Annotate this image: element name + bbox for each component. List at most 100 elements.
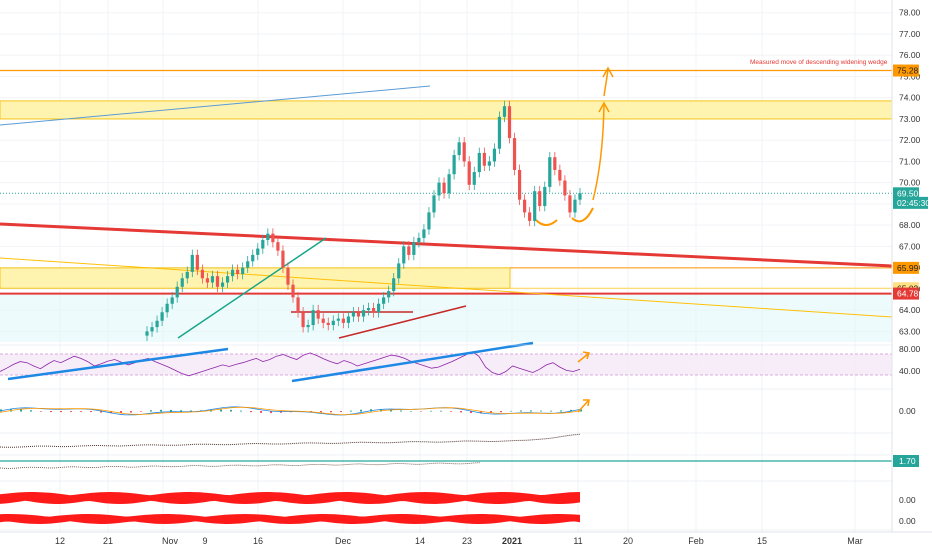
indicator-badge-label: 1.70 — [899, 456, 916, 466]
measured-move-annotation: Measured move of descending widening wed… — [750, 59, 888, 66]
date-tick-label: Nov — [162, 536, 179, 546]
candle-body — [145, 331, 149, 336]
rsi-trendline-1[interactable] — [7, 347, 229, 381]
long-trendline[interactable] — [0, 85, 431, 126]
projection-arrow-2-head[interactable] — [602, 66, 614, 78]
macd-histogram-bar — [520, 410, 522, 412]
trendlines[interactable] — [0, 66, 893, 339]
price-tick-label: 73.00 — [899, 114, 921, 124]
date-tick-label: 20 — [623, 536, 633, 546]
macd-histogram-bar — [320, 411, 322, 413]
macd-histogram-bar — [420, 411, 422, 412]
price-axis[interactable]: 78.0077.0076.0075.0074.0073.0072.0071.00… — [891, 0, 930, 532]
candle-body — [175, 286, 179, 298]
candle-body — [261, 240, 265, 249]
candle-body — [296, 297, 300, 313]
double-bottom-right[interactable] — [571, 207, 594, 223]
candle-body — [397, 263, 401, 279]
price-badge-label-last-price: 69.50 — [897, 188, 919, 198]
time-axis[interactable]: 12 21 Nov 9 16 Dec 14 23 2021 11 20 Feb 15 Mar — [0, 531, 932, 546]
oscillator-ribbon-1 — [0, 492, 580, 504]
candle-body — [558, 169, 562, 181]
candle-body — [492, 148, 497, 162]
macd-histogram-bar — [390, 409, 392, 412]
adx-line — [0, 433, 581, 448]
candle-body — [482, 152, 486, 166]
macd-histogram-bar — [250, 411, 252, 413]
price-tick-label: 70.00 — [899, 178, 921, 188]
candle-body — [402, 246, 406, 264]
green-trendline[interactable] — [177, 237, 327, 339]
candle-body — [326, 322, 330, 326]
price-tick-label: 72.00 — [899, 135, 921, 145]
macd-up-arrow[interactable] — [577, 399, 590, 413]
price-tick-label: 67.00 — [899, 241, 921, 251]
candle-body — [160, 312, 164, 321]
candle-body — [472, 172, 476, 185]
candle-body — [205, 278, 210, 283]
candle-body — [271, 233, 275, 243]
candle-body — [407, 246, 411, 255]
date-tick-label: 11 — [573, 536, 582, 546]
price-tick-label: 63.00 — [899, 326, 921, 336]
candle-body — [220, 282, 225, 287]
macd-histogram-bar — [50, 411, 52, 413]
candle-body — [150, 327, 154, 332]
macd-histogram-bar — [330, 411, 332, 413]
candle-body — [316, 310, 320, 319]
flag-bottom-line[interactable] — [338, 305, 467, 339]
lower-wedge-line[interactable] — [0, 257, 893, 318]
candle-body — [321, 318, 325, 323]
macd-histogram-bar — [450, 411, 452, 412]
macd-histogram-bar — [570, 409, 572, 412]
candle-body — [382, 297, 386, 304]
price-badge-zone-top — [893, 261, 919, 274]
candle-body — [276, 242, 280, 251]
candle-body — [437, 182, 441, 196]
candle-body — [246, 261, 250, 268]
date-tick-label: 23 — [462, 536, 472, 546]
date-tick-label: 21 — [103, 536, 113, 546]
candle-body — [452, 155, 456, 175]
macd-histogram-bar — [20, 409, 22, 412]
price-badge-label-target: 75.28 — [897, 66, 919, 76]
candle-body — [573, 199, 577, 213]
macd-histogram-bar — [430, 410, 432, 412]
macd-histogram-bar — [380, 409, 382, 412]
candle-body — [563, 180, 567, 196]
candle-body — [356, 312, 361, 317]
candle-body — [256, 248, 260, 255]
macd-histogram-bar — [360, 409, 362, 412]
candle-body — [523, 199, 527, 213]
macd-histogram-bar — [510, 410, 512, 412]
candle-body — [457, 142, 461, 156]
macd-histogram-bar — [110, 411, 112, 414]
double-bottom-left[interactable] — [535, 219, 558, 226]
candle-body — [477, 152, 481, 173]
candle-body — [507, 106, 512, 139]
candle-body — [225, 276, 230, 283]
indicator-badge — [893, 455, 919, 467]
rsi-up-arrow[interactable] — [577, 351, 590, 363]
descending-resistance-line[interactable] — [0, 222, 893, 268]
macd-histogram-bar — [40, 411, 42, 412]
macd-histogram-bar — [170, 409, 172, 412]
macd-histogram-bar — [80, 411, 82, 412]
candle-body — [366, 308, 371, 311]
macd-histogram-bar — [410, 410, 412, 412]
candle-body — [517, 169, 522, 200]
candle-body — [351, 312, 356, 317]
candle-body — [427, 212, 431, 230]
macd-histogram-bar — [120, 411, 122, 414]
projection-arrow-2[interactable] — [603, 69, 609, 97]
macd-histogram-bar — [460, 411, 462, 413]
macd-histogram-bar — [530, 410, 532, 412]
rsi-trendline-2[interactable] — [291, 341, 534, 383]
candle-body — [487, 161, 491, 166]
projection-arrow-1-head[interactable] — [598, 101, 610, 113]
candle-body — [387, 291, 391, 298]
macd-signal-line — [0, 406, 581, 416]
candle-body — [578, 193, 582, 200]
date-tick-label: Feb — [688, 536, 704, 546]
projection-arrow-1[interactable] — [592, 104, 605, 201]
